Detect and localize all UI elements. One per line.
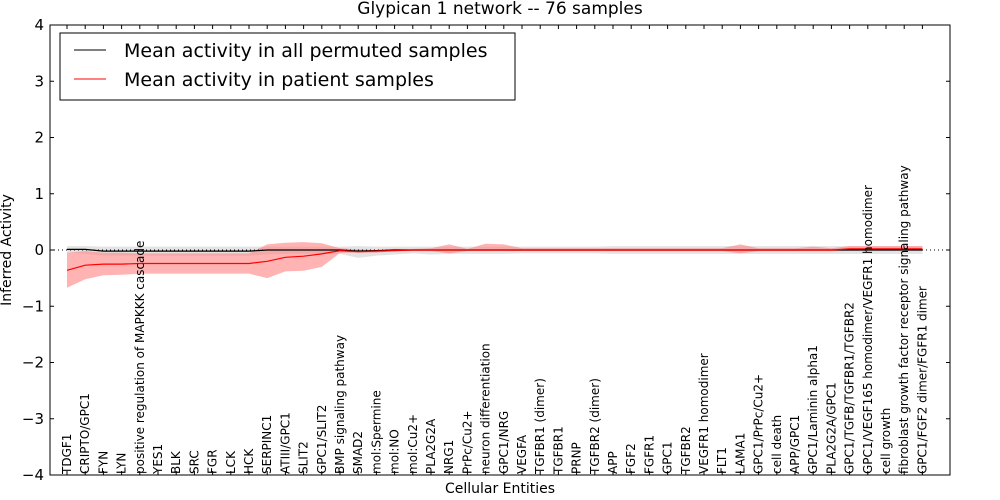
x-tick-label: PLA2G2A (424, 418, 438, 474)
x-tick-label: FGFR1 (642, 435, 656, 474)
x-tick-label: FGR (206, 449, 220, 474)
x-tick-label: PrPc/Cu2+ (460, 410, 474, 474)
x-axis-label: Cellular Entities (445, 481, 555, 497)
x-tick-label: VEGFA (515, 434, 529, 474)
legend-label-permuted: Mean activity in all permuted samples (124, 40, 487, 62)
x-tick-label: GPC1/NRG (497, 411, 511, 474)
x-tick-label: ATIII/GPC1 (278, 412, 292, 474)
x-tick-label: GPC1/TGFB/TGFBR1/TGFBR2 (843, 302, 857, 474)
y-tick-label: 2 (34, 129, 44, 147)
x-tick-label: cell growth (879, 408, 893, 474)
y-tick-label: 1 (34, 185, 44, 203)
x-tick-label: NRG1 (442, 440, 456, 474)
x-tick-label: GPC1/FGF2 dimer/FGFR1 dimer (915, 286, 929, 474)
x-tick-label: PLA2G2A/GPC1 (824, 382, 838, 474)
x-tick-label: SRC (187, 450, 201, 474)
x-tick-label: SLIT2 (297, 441, 311, 474)
x-tick-label: LAMA1 (733, 433, 747, 474)
chart-title: Glypican 1 network -- 76 samples (357, 0, 643, 19)
y-tick-label: −4 (22, 466, 44, 484)
y-tick-label: 4 (34, 16, 44, 34)
y-tick-label: 3 (34, 72, 44, 90)
y-tick-label: −1 (22, 297, 44, 315)
legend: Mean activity in all permuted samples Me… (59, 32, 516, 101)
series-1-band (67, 242, 923, 288)
x-tick-label: HCK (242, 448, 256, 474)
x-tick-label: YES1 (151, 444, 165, 475)
x-tick-label: APP/GPC1 (788, 415, 802, 474)
x-tick-label: mol:Spermine (369, 390, 383, 474)
x-tick-label: GPC1/VEGF165 homodimer/VEGFR1 homodimer (861, 185, 875, 474)
y-axis-label: Inferred Activity (0, 194, 15, 306)
x-tick-label: LYN (115, 453, 129, 474)
x-tick-label: SMAD2 (351, 431, 365, 474)
x-tick-label: TGFBR1 (551, 426, 565, 475)
x-tick-label: FYN (96, 451, 110, 474)
x-tick-label: BMP signaling pathway (333, 335, 347, 474)
y-tick-label: 0 (34, 241, 44, 259)
x-tick-label: TGFBR1 (dimer) (533, 378, 547, 475)
x-tick-label: neuron differentiation (479, 343, 493, 474)
x-tick-label: GPC1/Laminin alpha1 (806, 345, 820, 474)
axes: −4 −3 −2 −1 0 1 2 3 4 TDGF1 CRIPTO/GPC1 FYN LYN posit… (22, 16, 951, 484)
y-tick-label: −2 (22, 354, 44, 372)
x-tick-label: SERPINC1 (260, 415, 274, 474)
x-tick-label: VEGFR1 homodimer (697, 353, 711, 474)
x-tick-label: GPC1/SLIT2 (315, 405, 329, 474)
x-tick-label: FGF2 (624, 443, 638, 474)
x-tick-label: PRNP (570, 442, 584, 474)
series-1-line (66, 248, 923, 271)
x-tick-label: GPC1 (661, 441, 675, 474)
x-tick-label: FLT1 (715, 447, 729, 474)
x-tick-label: TDGF1 (60, 434, 74, 475)
x-tick-label: CRIPTO/GPC1 (78, 393, 92, 474)
x-tick-label: cell death (770, 415, 784, 474)
plot-area (50, 242, 950, 288)
y-tick-label: −3 (22, 410, 44, 428)
x-tick-label: LCK (224, 450, 238, 474)
x-tick-label: mol:NO (388, 429, 402, 474)
x-tick-label: mol:Cu2+ (406, 414, 420, 474)
x-tick-label: positive regulation of MAPKKK cascade (133, 241, 147, 474)
x-tick-label: BLK (169, 450, 183, 474)
x-tick-label: TGFBR2 (dimer) (588, 378, 602, 475)
x-tick-label: APP (606, 451, 620, 474)
legend-box (59, 32, 516, 101)
legend-label-patient: Mean activity in patient samples (124, 69, 434, 91)
x-tick-label: GPC1/PrPc/Cu2+ (752, 374, 766, 474)
x-tick-label: TGFBR2 (679, 426, 693, 475)
x-tick-label: fibroblast growth factor receptor signal… (897, 165, 911, 474)
